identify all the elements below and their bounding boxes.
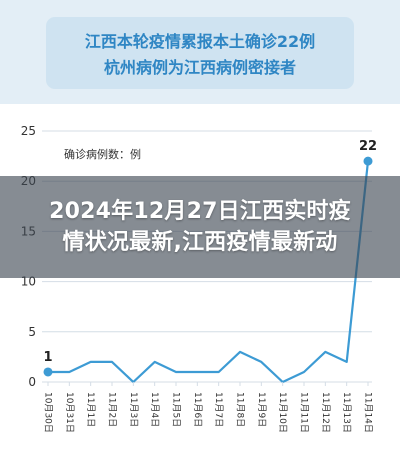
y-tick-label: 10 — [21, 275, 36, 289]
data-label: 1 — [43, 350, 52, 365]
overlay-banner — [0, 176, 400, 278]
x-tick-label: 11月11日 — [299, 392, 310, 433]
headline-line-1: 江西本轮疫情累报本土确诊22例 — [85, 32, 315, 51]
x-tick-label: 11月10日 — [277, 392, 288, 433]
chart-panel — [0, 104, 400, 461]
legend-label: 确诊病例数：例 — [64, 147, 141, 161]
x-tick-label: 11月12日 — [320, 392, 331, 433]
y-tick-label: 5 — [28, 325, 36, 339]
y-tick-label: 25 — [21, 124, 36, 138]
x-tick-label: 10月30日 — [43, 392, 54, 433]
data-label: 22 — [359, 139, 377, 154]
x-tick-label: 11月9日 — [256, 392, 267, 427]
x-tick-label: 11月7日 — [213, 392, 224, 427]
headline-line-2: 杭州病例为江西病例密接者 — [104, 58, 296, 77]
data-point — [43, 367, 53, 377]
x-tick-label: 11月8日 — [235, 392, 246, 427]
headline-panel — [46, 17, 354, 89]
series-line — [48, 160, 370, 384]
x-tick-label: 11月2日 — [107, 392, 118, 427]
overlay-title-line-1: 2024年12月27日江西实时疫 — [49, 199, 351, 224]
data-point — [363, 156, 373, 166]
x-tick-label: 11月5日 — [171, 392, 182, 427]
x-tick-label: 11月3日 — [128, 392, 139, 427]
x-tick-label: 10月31日 — [64, 392, 75, 433]
overlay-title: 2024年12月27日江西实时疫 情状况最新,江西疫情最新动 — [0, 196, 400, 258]
x-tick-label: 11月1日 — [85, 392, 96, 427]
x-tick-label: 11月4日 — [149, 392, 160, 427]
overlay-title-line-2: 情状况最新,江西疫情最新动 — [62, 230, 338, 255]
y-tick-label: 0 — [28, 375, 36, 389]
x-tick-label: 11月14日 — [363, 392, 374, 433]
x-tick-label: 11月6日 — [192, 392, 203, 427]
x-tick-label: 11月13日 — [341, 392, 352, 433]
